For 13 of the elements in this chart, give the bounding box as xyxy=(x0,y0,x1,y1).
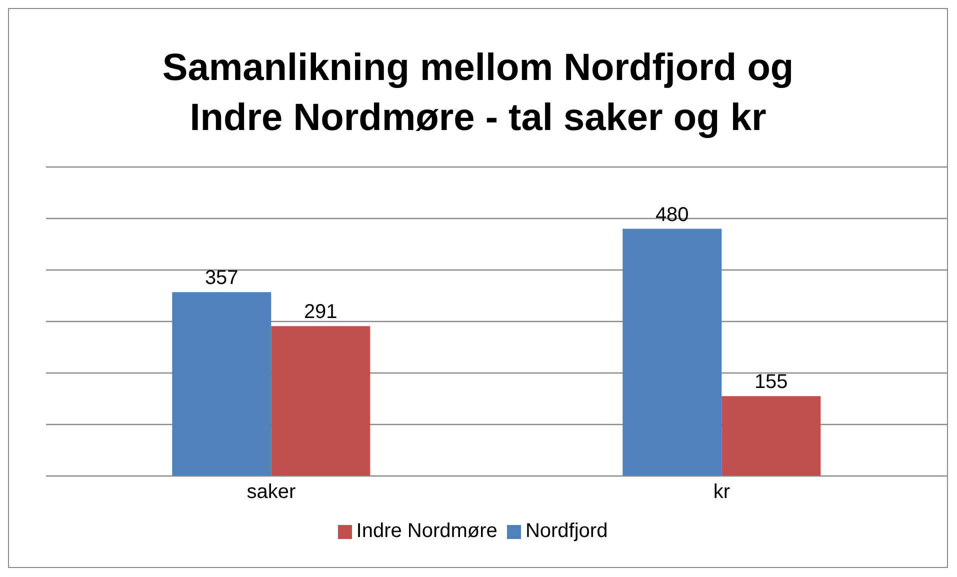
data-label: 357 xyxy=(204,267,238,290)
legend-label: Nordfjord xyxy=(525,520,608,542)
data-label: 480 xyxy=(655,204,689,226)
bar xyxy=(622,228,722,476)
x-tick-label: saker xyxy=(246,481,296,504)
data-label: 291 xyxy=(304,301,338,324)
x-tick-label: kr xyxy=(713,481,730,504)
legend-label: Indre Nordmøre xyxy=(356,520,498,542)
chart-title: Samanlikning mellom Nordfjord og Indre Nordmøre - tal saker og kr xyxy=(161,46,795,141)
data-label: 155 xyxy=(754,371,788,394)
bar xyxy=(722,396,821,476)
bar xyxy=(172,292,272,476)
bar xyxy=(271,326,370,476)
